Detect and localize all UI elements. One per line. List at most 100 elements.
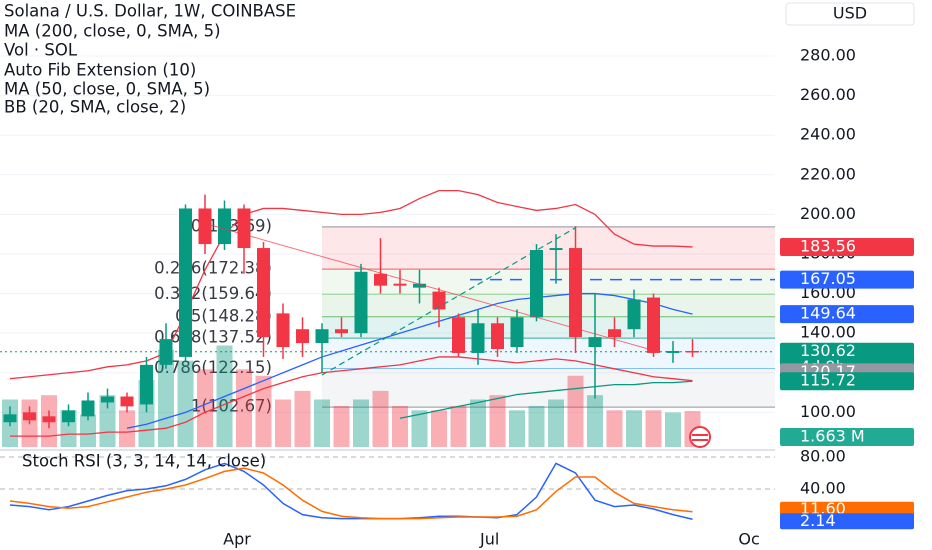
candle-body xyxy=(549,248,563,251)
candle-body xyxy=(413,283,426,288)
fib-label: 0.382(159.64) xyxy=(154,284,272,303)
trend-line xyxy=(321,227,576,376)
y-tick-label: 260.00 xyxy=(800,85,856,104)
currency-box xyxy=(785,2,915,26)
volume-bar xyxy=(509,410,525,447)
candle-body xyxy=(432,291,446,310)
fib-zone xyxy=(322,294,775,317)
candle-body xyxy=(491,323,504,350)
candle-body xyxy=(296,329,309,344)
volume-bar xyxy=(626,410,642,447)
candle-body xyxy=(393,283,407,286)
x-tick-label: Jul xyxy=(479,530,499,549)
candle-body xyxy=(647,297,660,353)
currency: USD xyxy=(833,4,867,23)
y-tick-label: 280.00 xyxy=(800,46,856,65)
candle-body xyxy=(3,414,17,423)
volume-bar xyxy=(255,375,272,447)
candle-body xyxy=(471,323,485,353)
y-tick-label: 100.00 xyxy=(800,402,856,421)
volume-bar xyxy=(197,369,213,447)
fib-zone xyxy=(322,368,775,408)
price-label: 130.62 xyxy=(800,341,856,360)
plot-area: 0(193.69)0.236(172.38)0.382(159.64)0.5(1… xyxy=(0,55,775,549)
volume-bar xyxy=(489,395,506,447)
candle-body xyxy=(666,350,680,353)
volume-label-box xyxy=(780,428,914,446)
candle-body xyxy=(159,339,173,365)
stoch-label-box xyxy=(780,513,914,530)
stoch-label: 2.14 xyxy=(800,511,836,530)
candle-body xyxy=(686,350,699,353)
price-label-box xyxy=(780,270,914,289)
volume-bar xyxy=(470,399,486,447)
volume-bar xyxy=(392,405,408,447)
volume-bar xyxy=(119,410,135,447)
volume-bar xyxy=(99,395,116,447)
candle-body xyxy=(608,329,621,338)
volume-bar xyxy=(548,399,564,447)
candle-body xyxy=(569,248,582,338)
volume-bar xyxy=(177,360,194,447)
price-label: 149.64 xyxy=(800,304,856,323)
candle-body xyxy=(140,364,153,405)
volume-bar xyxy=(333,405,350,447)
price-label: 183.56 xyxy=(800,236,856,255)
volume-bar xyxy=(275,399,291,447)
price-axis: 100.00120.00140.00160.00180.00200.00220.… xyxy=(780,46,914,530)
x-tick-label: Apr xyxy=(223,530,251,549)
y-tick-label: 140.00 xyxy=(800,323,856,342)
volume-label: 1.663 M xyxy=(800,427,865,446)
y-tick-label: 220.00 xyxy=(800,164,856,183)
volume-bar xyxy=(411,410,428,447)
trend-line xyxy=(199,221,653,351)
volume-bar xyxy=(314,399,330,447)
candle-body xyxy=(179,208,192,357)
indicator-legend: Auto Fib Extension (10) xyxy=(4,61,196,80)
candle-body xyxy=(198,208,212,245)
volume-bar xyxy=(587,395,603,447)
price-label: 167.05 xyxy=(800,269,856,288)
candle-body xyxy=(62,410,75,423)
indicator-line xyxy=(10,356,693,437)
candle-body xyxy=(354,271,368,334)
volume-bar xyxy=(158,349,174,447)
volume-bar xyxy=(450,405,467,447)
candle-body xyxy=(42,416,56,423)
x-tick-label: Oc xyxy=(738,530,759,549)
indicator-legend: MA (200, close, 0, SMA, 5) xyxy=(4,22,221,41)
fib-zone xyxy=(322,226,775,270)
volume-bar xyxy=(528,405,545,447)
stoch-tick-label: 40.00 xyxy=(800,479,846,498)
volume-bar xyxy=(353,399,369,447)
fib-zone xyxy=(322,316,775,339)
indicator-line xyxy=(399,380,693,419)
stoch-k xyxy=(9,462,693,521)
candle-body xyxy=(627,299,641,330)
price-label-box xyxy=(780,372,914,391)
indicator-line xyxy=(126,292,693,429)
y-tick-label: 240.00 xyxy=(800,125,856,144)
chart-title: Solana / U.S. Dollar, 1W, COINBASE xyxy=(4,2,296,21)
candle-body xyxy=(276,313,290,348)
volume-bar xyxy=(665,412,681,447)
volume-bar xyxy=(606,410,623,447)
volume-bar xyxy=(372,390,389,447)
candle-body xyxy=(81,400,95,417)
price-label: 115.72 xyxy=(800,371,856,390)
candle-body xyxy=(335,329,348,334)
fib-zone xyxy=(322,338,775,369)
flag-icon xyxy=(689,426,711,448)
fib-label: 0.236(172.38) xyxy=(154,259,272,278)
candle-body xyxy=(218,208,231,245)
stoch-tick-label: 80.00 xyxy=(800,447,846,466)
candle-body xyxy=(530,250,543,318)
candle-body xyxy=(588,337,602,348)
drawings xyxy=(199,221,711,448)
y-tick-label: 200.00 xyxy=(800,204,856,223)
candle-body xyxy=(510,317,524,348)
volume-bar xyxy=(294,390,311,447)
price-label-box xyxy=(780,237,914,256)
candle-body xyxy=(374,273,387,286)
